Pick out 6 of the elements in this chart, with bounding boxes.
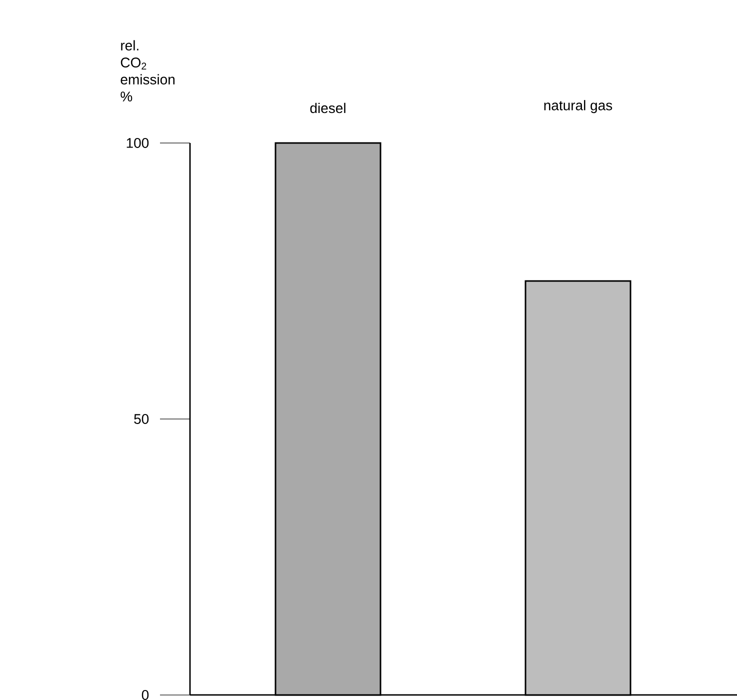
y-tick-label: 50 (134, 414, 149, 424)
y-axis-title: rel. CO$_{2}$ emission % (120, 40, 175, 102)
x-tick-label: natural gas (544, 100, 612, 114)
y-tick-label: 100 (126, 138, 149, 148)
x-tick-label: diesel (310, 102, 346, 114)
y-tick-label: 0 (142, 690, 149, 700)
